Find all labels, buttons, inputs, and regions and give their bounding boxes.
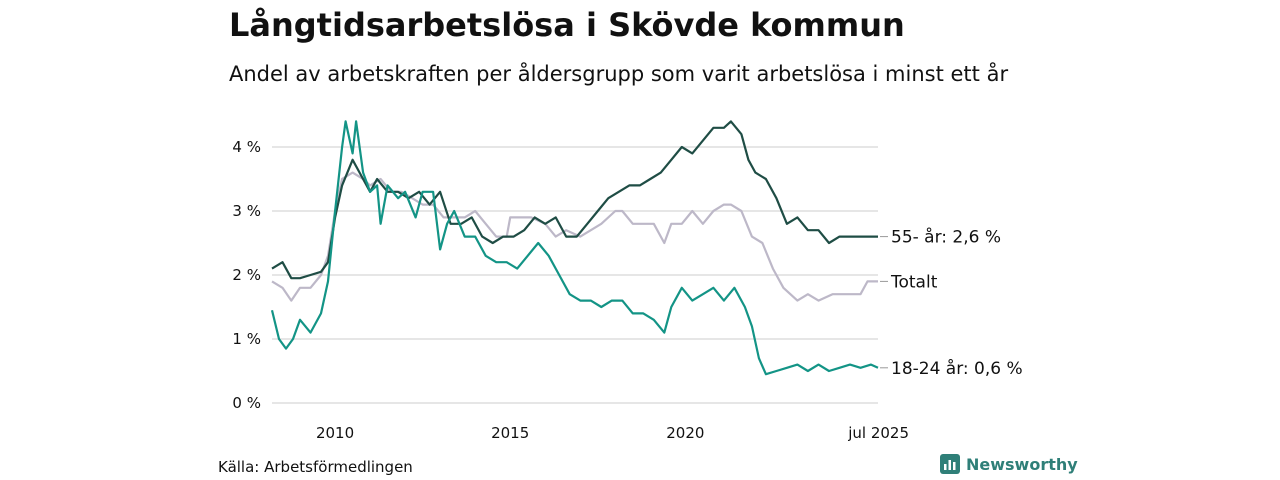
y-axis-ticks: 0 % 1 % 2 % 3 % 4 % xyxy=(232,138,261,412)
y-tick-label: 4 % xyxy=(232,138,261,156)
end-labels: Totalt 55- år: 2,6 % 18-24 år: 0,6 % xyxy=(880,227,1023,379)
y-tick-label: 2 % xyxy=(232,266,261,284)
brand-logo: Newsworthy xyxy=(940,454,1078,474)
grid-lines xyxy=(272,146,878,404)
x-tick-label: 2010 xyxy=(316,424,354,442)
x-tick-label: 2015 xyxy=(491,424,529,442)
x-tick-label: jul 2025 xyxy=(847,424,909,442)
series-end-label: 55- år: 2,6 % xyxy=(891,227,1001,248)
series-line xyxy=(270,120,879,376)
series-lines xyxy=(270,120,879,376)
series-end-label: 18-24 år: 0,6 % xyxy=(891,358,1023,379)
source-note: Källa: Arbetsförmedlingen xyxy=(218,458,413,476)
x-tick-label: 2020 xyxy=(666,424,704,442)
chart-title: Långtidsarbetslösa i Skövde kommun xyxy=(229,6,905,44)
chart-subtitle: Andel av arbetskraften per åldersgrupp s… xyxy=(229,62,1009,86)
brand-name: Newsworthy xyxy=(966,454,1078,474)
y-tick-label: 3 % xyxy=(232,202,261,220)
series-end-label: Totalt xyxy=(890,272,938,292)
y-tick-label: 0 % xyxy=(232,394,261,412)
y-tick-label: 1 % xyxy=(232,330,261,348)
newsworthy-logo-icon xyxy=(940,454,960,474)
x-axis-ticks: 2010 2015 2020 jul 2025 xyxy=(316,424,909,442)
series-line xyxy=(271,120,878,280)
